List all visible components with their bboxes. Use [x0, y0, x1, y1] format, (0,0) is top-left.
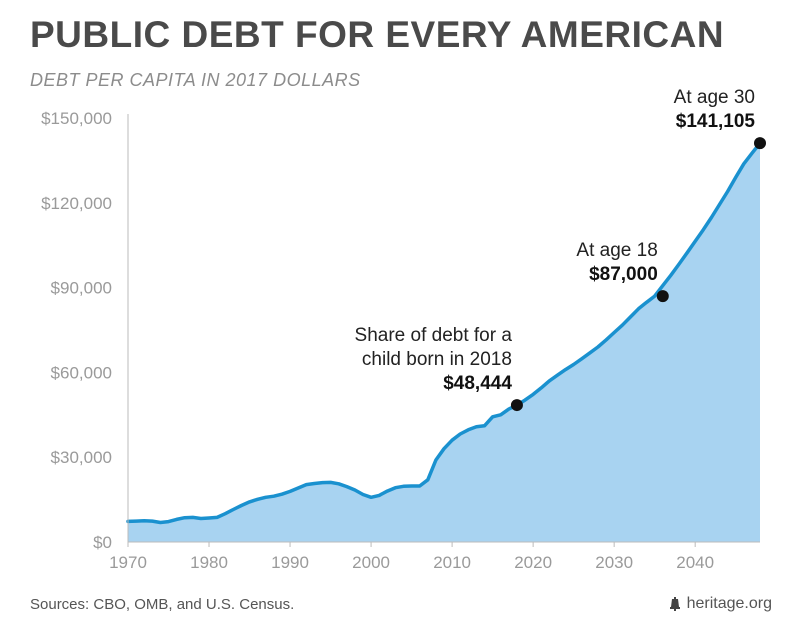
y-tick-label: $150,000	[41, 109, 112, 128]
annotation-marker	[510, 399, 523, 412]
x-tick-label: 2020	[514, 553, 552, 572]
annotation-label: Share of debt for a	[355, 325, 513, 346]
x-tick-label: 1990	[271, 553, 309, 572]
x-tick-label: 1980	[190, 553, 228, 572]
x-tick-label: 2030	[595, 553, 633, 572]
annotation-label: child born in 2018	[362, 349, 512, 370]
liberty-bell-icon	[669, 597, 680, 611]
chart-title: PUBLIC DEBT FOR EVERY AMERICAN	[30, 14, 725, 55]
brand-name: heritage.org	[686, 595, 772, 612]
annotation-marker	[656, 290, 669, 303]
annotation-label: At age 30	[674, 87, 755, 108]
y-tick-label: $60,000	[51, 363, 112, 382]
annotation-value: $48,444	[443, 373, 512, 394]
annotation-marker	[754, 137, 766, 150]
annotation-label: At age 18	[576, 240, 657, 261]
y-tick-label: $0	[93, 533, 112, 552]
x-tick-label: 2010	[433, 553, 471, 572]
x-tick-label: 1970	[109, 553, 147, 572]
y-tick-label: $30,000	[51, 448, 112, 467]
annotation-value: $87,000	[589, 264, 658, 285]
debt-series-line	[126, 141, 762, 525]
y-tick-label: $90,000	[51, 279, 112, 298]
x-tick-label: 2040	[676, 553, 714, 572]
debt-area-fill	[128, 143, 760, 542]
y-tick-label: $120,000	[41, 194, 112, 213]
sources-note: Sources: CBO, OMB, and U.S. Census.	[30, 596, 295, 613]
brand-credit: heritage.org	[669, 595, 772, 613]
annotation-value: $141,105	[676, 111, 756, 132]
chart-subtitle: DEBT PER CAPITA IN 2017 DOLLARS	[30, 70, 361, 90]
x-tick-label: 2000	[352, 553, 390, 572]
